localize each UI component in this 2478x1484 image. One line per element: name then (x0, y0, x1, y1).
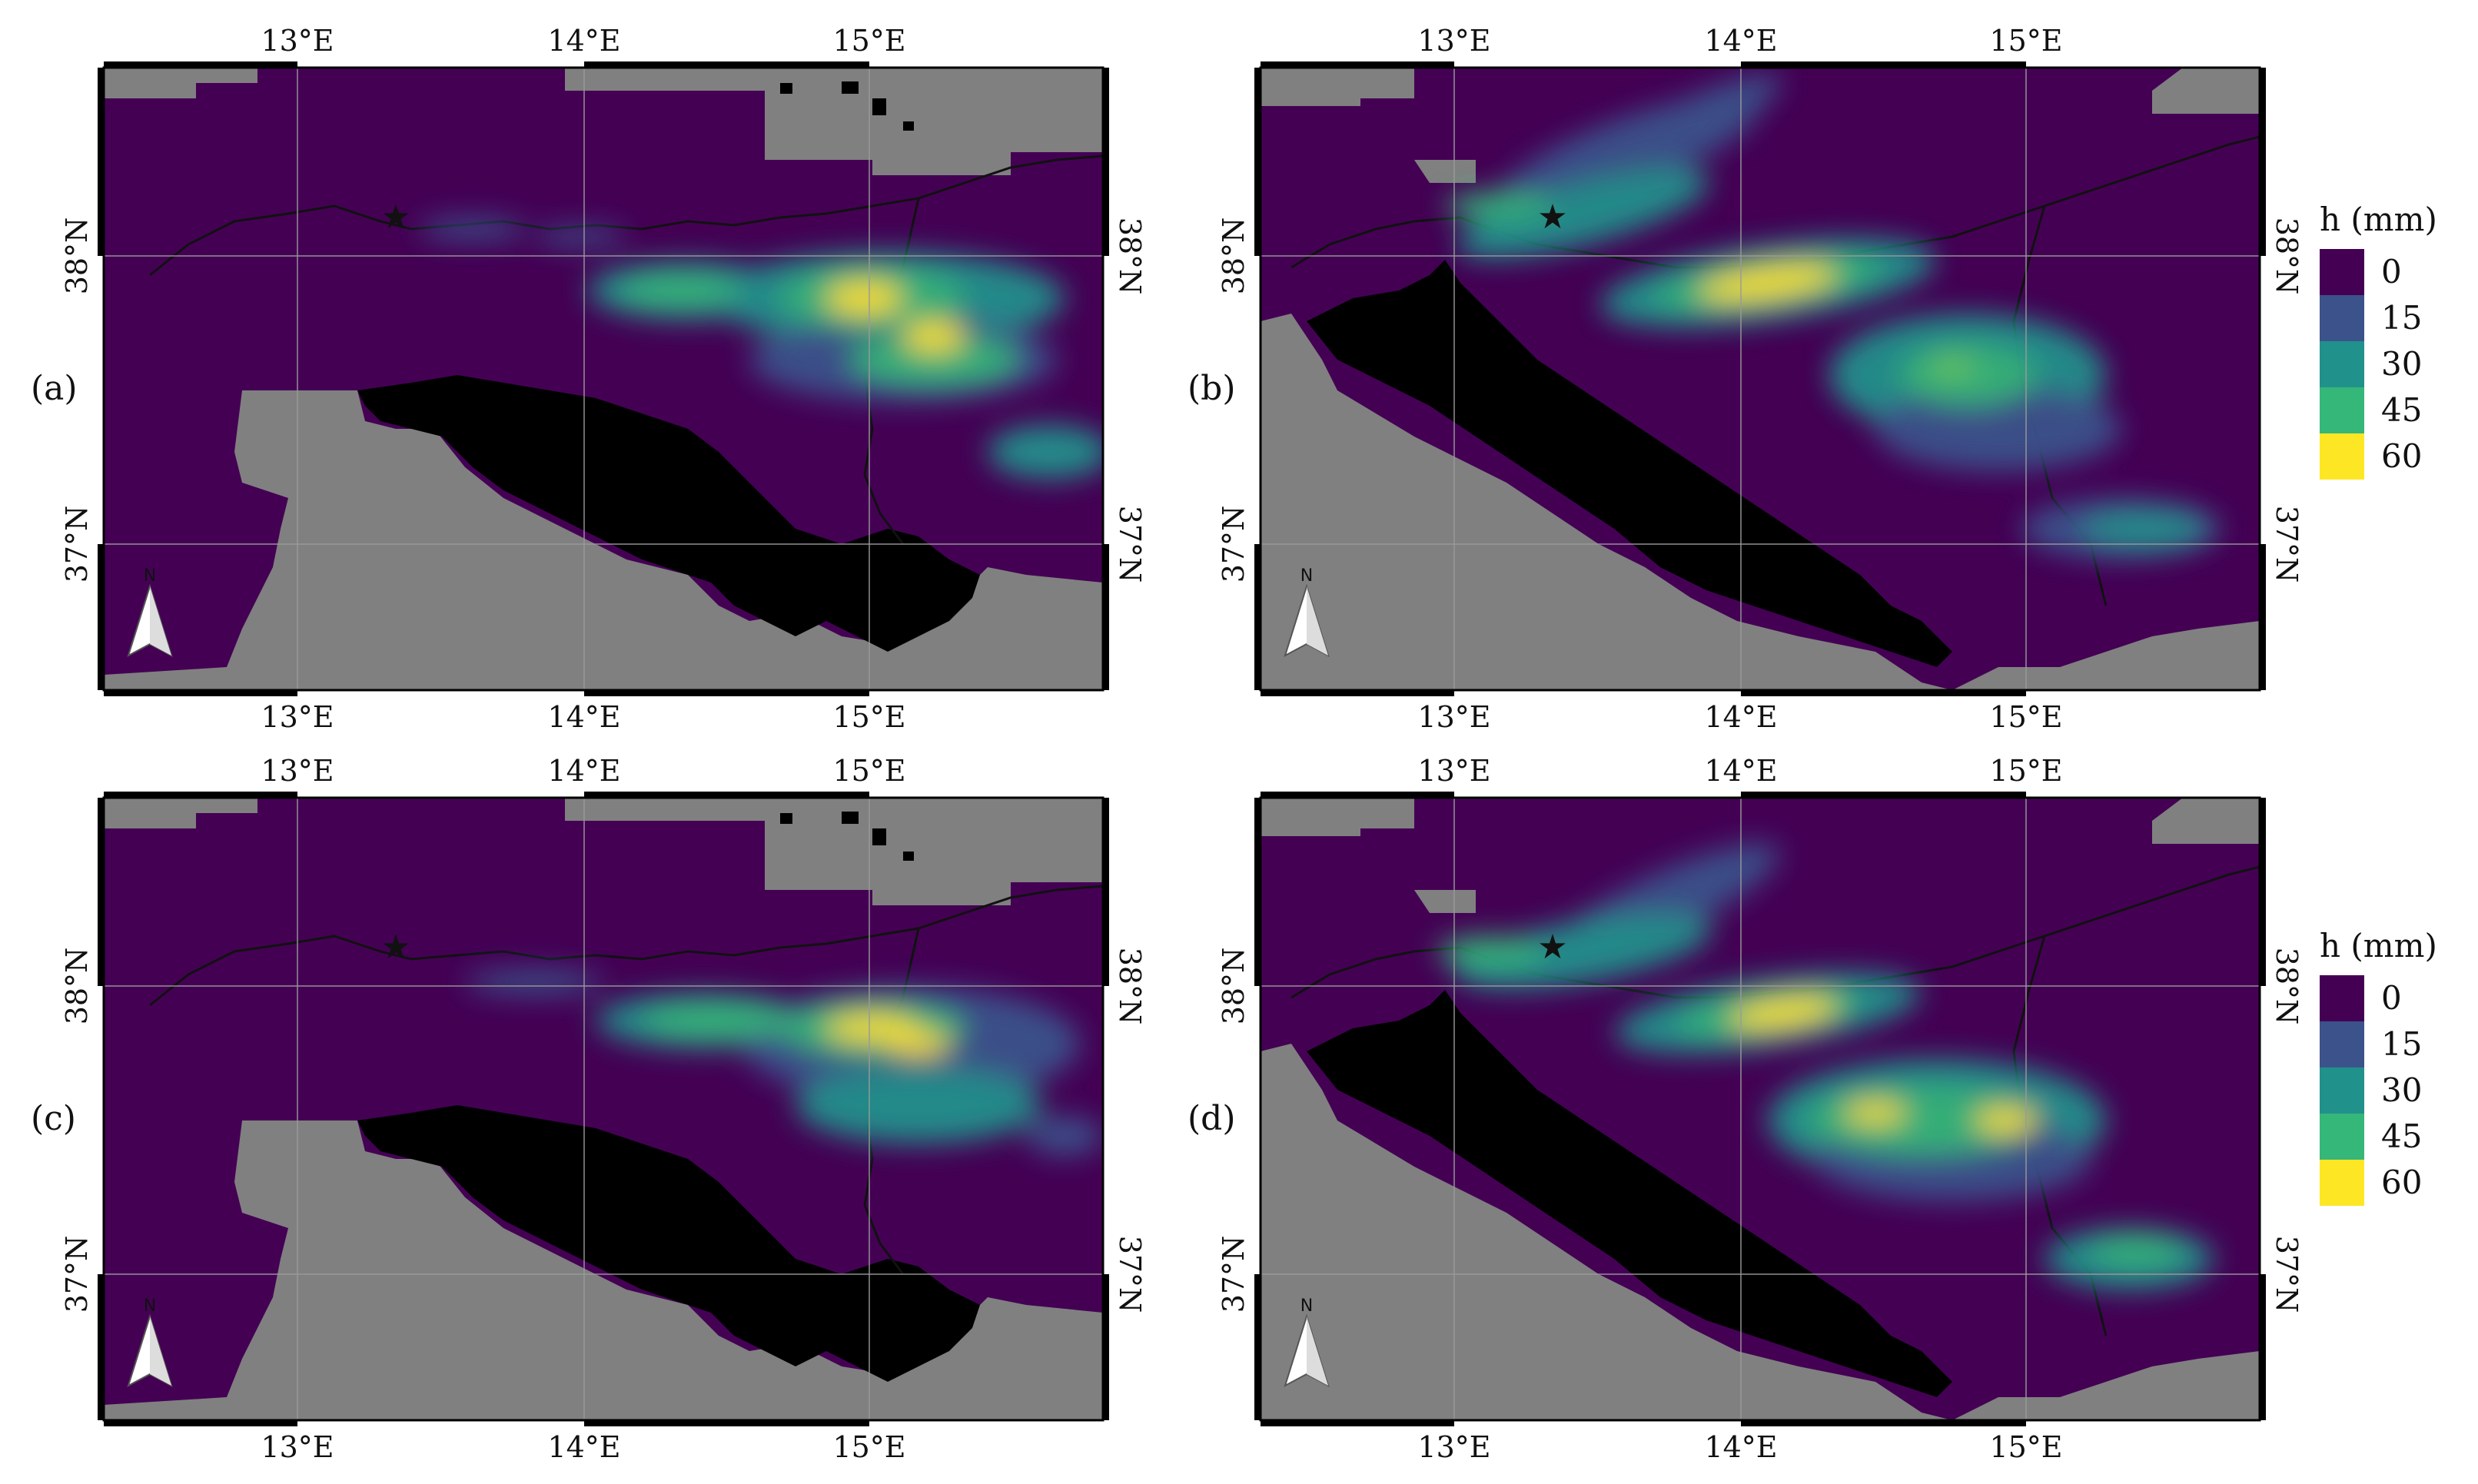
y-tick-label-left: 37°N (60, 1236, 94, 1313)
y-tick-label-left: 37°N (60, 506, 94, 583)
legend-title: h (mm) (2320, 201, 2437, 238)
x-tick-label-bottom: 15°E (1989, 700, 2062, 734)
x-tick-label-top: 13°E (261, 754, 334, 788)
star-icon: ★ (1537, 928, 1567, 967)
x-tick-label-top: 15°E (832, 24, 905, 58)
legend-swatch (2320, 1067, 2364, 1114)
map-panel-b: ★ 13°E 13°E 14°E 14°E 15°E 15°E 38°N 38°N 37°N 37°… (1217, 24, 2304, 734)
y-tick-label-right: 38°N (1113, 217, 1147, 295)
panel-label-c: (c) (31, 1099, 76, 1138)
x-tick-label-bottom: 13°E (1417, 700, 1490, 734)
y-tick-label-left: 38°N (1217, 217, 1251, 295)
y-tick-label-left: 38°N (60, 948, 94, 1025)
map-panel-a: ★ 13°E 13°E 14°E 14°E 15°E 15°E 38°N 38°N 37°N 37°… (60, 24, 1147, 734)
legend-value: 60 (2381, 437, 2422, 475)
legend-value: 45 (2381, 1117, 2422, 1155)
x-tick-label-bottom: 14°E (547, 700, 620, 734)
x-tick-label-top: 15°E (1989, 24, 2062, 58)
legend-value: 0 (2381, 979, 2402, 1017)
legend-swatch (2320, 1114, 2364, 1160)
legend-value: 15 (2381, 1025, 2422, 1063)
y-tick-label-right: 38°N (2270, 217, 2304, 295)
color-legend: h (mm) 0 15 30 45 60 (2320, 927, 2437, 1206)
panel-label-d: (d) (1188, 1099, 1236, 1138)
x-tick-label-bottom: 15°E (1989, 1430, 2062, 1464)
legend-swatch (2320, 433, 2364, 480)
legend-value: 0 (2381, 253, 2402, 290)
x-tick-label-bottom: 13°E (261, 1430, 334, 1464)
map-panel-d: ★ 13°E 13°E 14°E 14°E 15°E 15°E 38°N 38°N 37°N 37°… (1217, 754, 2304, 1464)
star-icon: ★ (1537, 198, 1567, 237)
y-tick-label-right: 37°N (1113, 1236, 1147, 1313)
y-tick-label-right: 38°N (1113, 948, 1147, 1025)
y-tick-label-left: 38°N (60, 217, 94, 295)
legend-value: 45 (2381, 391, 2422, 429)
x-tick-label-bottom: 13°E (1417, 1430, 1490, 1464)
legend-value: 30 (2381, 1071, 2422, 1109)
legend-value: 30 (2381, 345, 2422, 383)
color-legend: h (mm) 0 15 30 45 60 (2320, 201, 2437, 480)
y-tick-label-right: 37°N (2270, 506, 2304, 583)
legend-swatch (2320, 1160, 2364, 1206)
x-tick-label-top: 14°E (547, 24, 620, 58)
legend-swatch (2320, 387, 2364, 433)
y-tick-label-right: 38°N (2270, 948, 2304, 1025)
x-tick-label-top: 14°E (1704, 754, 1777, 788)
x-tick-label-top: 14°E (547, 754, 620, 788)
x-tick-label-bottom: 14°E (547, 1430, 620, 1464)
x-tick-label-bottom: 15°E (832, 700, 905, 734)
y-tick-label-left: 37°N (1217, 1236, 1251, 1313)
map-panel-c: ★ 13°E 13°E 14°E 14°E 15°E 15°E 38°N 38°N 37°N 37°… (60, 754, 1147, 1464)
x-tick-label-bottom: 13°E (261, 700, 334, 734)
x-tick-label-top: 15°E (1989, 754, 2062, 788)
panel-label-a: (a) (31, 369, 78, 408)
x-tick-label-top: 13°E (1417, 754, 1490, 788)
y-tick-label-left: 37°N (1217, 506, 1251, 583)
legend-swatch (2320, 1021, 2364, 1067)
y-tick-label-left: 38°N (1217, 948, 1251, 1025)
legend-value: 60 (2381, 1164, 2422, 1201)
panel-label-b: (b) (1188, 369, 1236, 408)
x-tick-label-bottom: 15°E (832, 1430, 905, 1464)
legend-swatch (2320, 295, 2364, 341)
x-tick-label-bottom: 14°E (1704, 700, 1777, 734)
x-tick-label-top: 13°E (1417, 24, 1490, 58)
legend-title: h (mm) (2320, 927, 2437, 964)
legend-swatch (2320, 341, 2364, 387)
x-tick-label-top: 13°E (261, 24, 334, 58)
star-icon: ★ (380, 928, 410, 967)
x-tick-label-bottom: 14°E (1704, 1430, 1777, 1464)
x-tick-label-top: 15°E (832, 754, 905, 788)
y-tick-label-right: 37°N (2270, 1236, 2304, 1313)
y-tick-label-right: 37°N (1113, 506, 1147, 583)
x-tick-label-top: 14°E (1704, 24, 1777, 58)
star-icon: ★ (380, 198, 410, 237)
legend-swatch (2320, 975, 2364, 1021)
legend-value: 15 (2381, 299, 2422, 337)
legend-swatch (2320, 249, 2364, 295)
